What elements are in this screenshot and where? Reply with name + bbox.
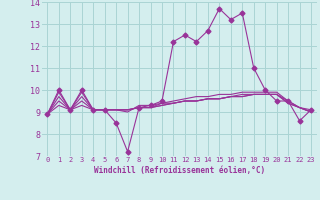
X-axis label: Windchill (Refroidissement éolien,°C): Windchill (Refroidissement éolien,°C) xyxy=(94,166,265,175)
